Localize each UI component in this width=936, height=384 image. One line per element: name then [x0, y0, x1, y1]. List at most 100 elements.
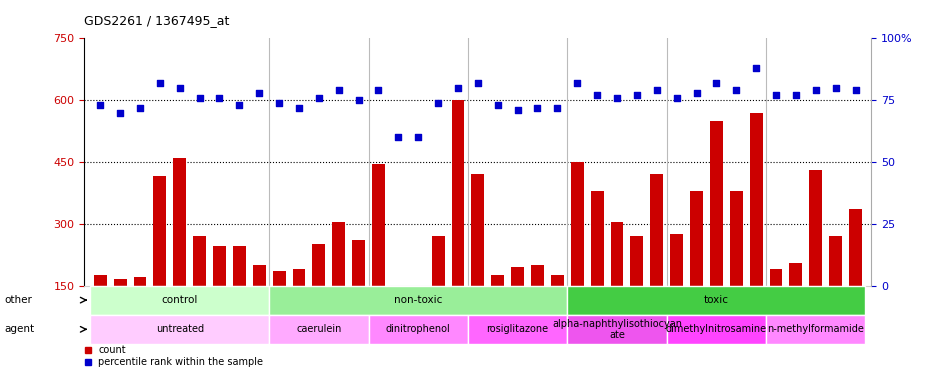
Bar — [154, 176, 166, 286]
Bar — [471, 174, 484, 286]
Bar — [848, 209, 861, 286]
Point — [291, 104, 306, 111]
Bar — [411, 286, 424, 294]
Point — [768, 92, 782, 98]
Bar — [511, 267, 523, 286]
Bar — [269, 286, 566, 315]
Point — [569, 80, 584, 86]
Bar — [193, 236, 206, 286]
Bar — [372, 164, 385, 286]
Text: alpha-naphthylisothiocyan
ate: alpha-naphthylisothiocyan ate — [551, 318, 681, 340]
Point — [608, 94, 623, 101]
Bar — [94, 275, 107, 286]
Point — [410, 134, 425, 140]
Point — [112, 109, 127, 116]
Point — [132, 104, 147, 111]
Point — [709, 80, 724, 86]
Point — [847, 87, 862, 93]
Point — [530, 104, 545, 111]
Point — [331, 87, 346, 93]
Point — [252, 90, 267, 96]
Bar — [729, 191, 742, 286]
Bar — [768, 269, 782, 286]
Point — [231, 102, 246, 108]
Bar — [566, 315, 666, 344]
Text: GDS2261 / 1367495_at: GDS2261 / 1367495_at — [84, 14, 229, 27]
Bar — [451, 100, 464, 286]
Text: n-methylformamide: n-methylformamide — [767, 324, 863, 334]
Bar — [766, 315, 865, 344]
Bar — [788, 263, 801, 286]
Point — [311, 94, 326, 101]
Bar — [467, 315, 566, 344]
Bar — [610, 222, 622, 286]
Text: agent: agent — [5, 324, 35, 334]
Bar — [90, 286, 269, 315]
Point — [668, 94, 683, 101]
Text: percentile rank within the sample: percentile rank within the sample — [98, 358, 263, 367]
Bar — [90, 315, 269, 344]
Point — [509, 107, 524, 113]
Bar — [292, 269, 305, 286]
Text: count: count — [98, 345, 126, 355]
Bar — [570, 162, 583, 286]
Point — [748, 65, 763, 71]
Point — [490, 102, 505, 108]
Text: caerulein: caerulein — [296, 324, 342, 334]
Point — [271, 99, 286, 106]
Bar — [352, 240, 365, 286]
Text: non-toxic: non-toxic — [394, 295, 442, 305]
Point — [93, 102, 108, 108]
Point — [351, 97, 366, 103]
Point — [549, 104, 564, 111]
Bar — [253, 265, 266, 286]
Point — [629, 92, 644, 98]
Bar — [173, 158, 186, 286]
Point — [431, 99, 446, 106]
Bar — [312, 244, 325, 286]
Point — [450, 85, 465, 91]
Point — [589, 92, 604, 98]
Point — [470, 80, 485, 86]
Point — [153, 80, 168, 86]
Bar — [566, 286, 865, 315]
Text: other: other — [5, 295, 33, 305]
Text: rosiglitazone: rosiglitazone — [486, 324, 548, 334]
Bar — [709, 121, 722, 286]
Bar — [669, 234, 682, 286]
Point — [827, 85, 842, 91]
Bar — [550, 275, 563, 286]
Bar — [590, 191, 603, 286]
Point — [192, 94, 207, 101]
Bar — [650, 174, 663, 286]
Bar — [666, 315, 766, 344]
Text: toxic: toxic — [703, 295, 728, 305]
Point — [649, 87, 664, 93]
Bar — [490, 275, 504, 286]
Bar — [630, 236, 643, 286]
Bar — [332, 222, 344, 286]
Bar — [391, 286, 404, 294]
Bar — [689, 191, 702, 286]
Bar — [749, 113, 762, 286]
Point — [390, 134, 405, 140]
Bar — [272, 271, 285, 286]
Bar — [212, 247, 226, 286]
Text: dinitrophenol: dinitrophenol — [386, 324, 450, 334]
Text: control: control — [161, 295, 197, 305]
Text: untreated: untreated — [155, 324, 203, 334]
Bar — [133, 277, 146, 286]
Bar — [113, 279, 126, 286]
Bar — [828, 236, 841, 286]
Point — [688, 90, 703, 96]
Bar — [233, 247, 245, 286]
Text: dimethylnitrosamine: dimethylnitrosamine — [665, 324, 767, 334]
Point — [728, 87, 743, 93]
Point — [212, 94, 227, 101]
Point — [371, 87, 386, 93]
Point — [172, 85, 187, 91]
Bar — [431, 236, 444, 286]
Bar — [368, 315, 467, 344]
Bar — [531, 265, 544, 286]
Point — [787, 92, 802, 98]
